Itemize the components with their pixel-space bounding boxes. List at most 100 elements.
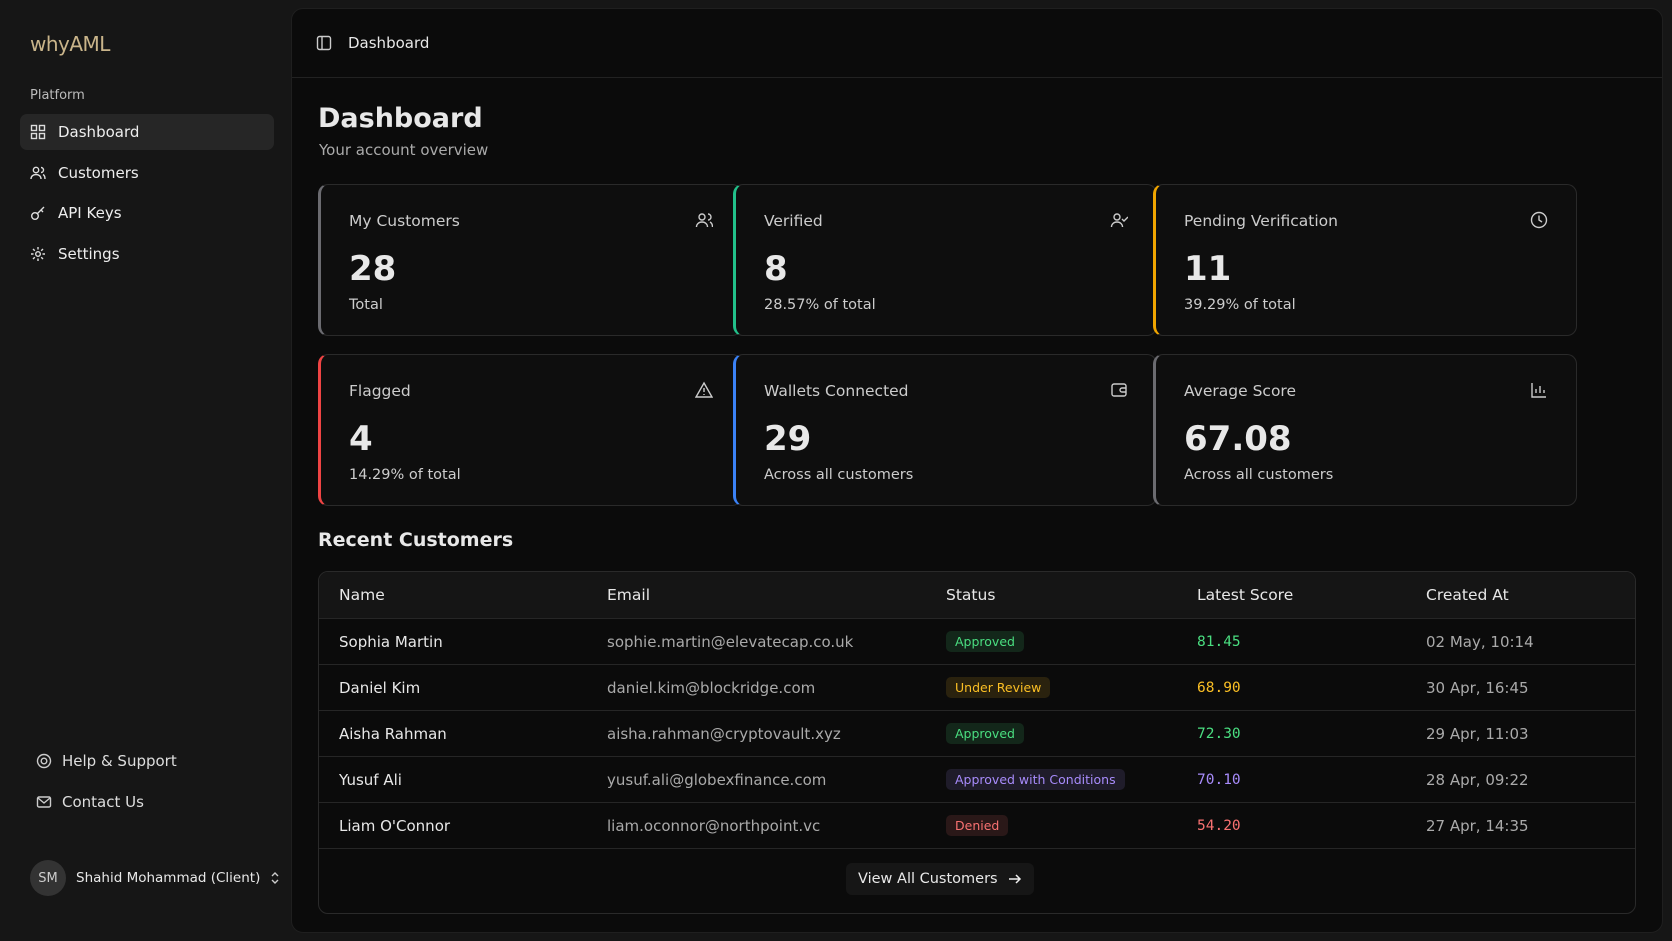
created-at: 29 Apr, 11:03 [1426, 724, 1529, 743]
status-badge: Denied [946, 815, 1009, 836]
stat-card: Average Score 67.08 Across all customers [1153, 354, 1577, 506]
nav-item[interactable]: Customers [20, 155, 274, 191]
latest-score: 54.20 [1197, 817, 1241, 834]
status-badge: Approved [946, 631, 1024, 652]
customer-email: aisha.rahman@cryptovault.xyz [607, 724, 841, 743]
status-badge: Approved [946, 723, 1024, 744]
status-cell: Approved with Conditions [946, 769, 1197, 790]
user-menu[interactable]: SM Shahid Mohammad (Client) [30, 860, 280, 896]
customer-email: yusuf.ali@globexfinance.com [607, 770, 827, 789]
card-icon [1110, 213, 1128, 228]
user-name: Shahid Mohammad (Client) [76, 870, 261, 886]
card-icon [1530, 211, 1548, 229]
card-label: My Customers [349, 212, 460, 230]
card-note: 28.57% of total [764, 297, 876, 313]
customer-name: Liam O'Connor [339, 816, 451, 835]
table-row[interactable]: Sophia Martin sophie.martin@elevatecap.co… [319, 619, 1635, 665]
status-cell: Denied [946, 815, 1197, 836]
customer-name: Daniel Kim [339, 678, 421, 697]
card-icon [1531, 383, 1546, 398]
logo: whyAML [30, 32, 110, 56]
column-header: Email [607, 586, 651, 604]
card-value: 28 [349, 249, 397, 289]
card-note: Across all customers [764, 467, 914, 483]
customer-email: liam.oconnor@northpoint.vc [607, 816, 821, 835]
nav-label: Settings [58, 244, 120, 263]
page-subtitle: Your account overview [319, 141, 489, 159]
table-row[interactable]: Daniel Kim daniel.kim@blockridge.com Under… [319, 665, 1635, 711]
created-at: 02 May, 10:14 [1426, 632, 1534, 651]
customers-table: Name Email Status Latest Score Created At Sop… [318, 571, 1636, 914]
stat-card: Pending Verification 11 39.29% of total [1153, 184, 1577, 336]
customer-name: Sophia Martin [339, 632, 443, 651]
customer-email: sophie.martin@elevatecap.co.uk [607, 632, 854, 651]
button-text: View All Customers [858, 871, 998, 887]
stat-card: My Customers 28 Total [318, 184, 742, 336]
section-label: Platform [30, 88, 85, 103]
nav-label: Customers [58, 163, 139, 182]
card-label: Wallets Connected [764, 382, 909, 400]
section-title: Recent Customers [318, 529, 514, 551]
created-at: 28 Apr, 09:22 [1426, 770, 1529, 789]
card-note: 39.29% of total [1184, 297, 1296, 313]
card-note: Total [349, 297, 383, 313]
card-label: Average Score [1184, 382, 1296, 400]
help-text: Help & Support [62, 752, 177, 770]
column-header: Created At [1426, 586, 1509, 604]
nav-label: API Keys [58, 204, 122, 222]
created-at: 30 Apr, 16:45 [1426, 678, 1529, 697]
status-cell: Approved [946, 631, 1197, 652]
status-badge: Approved with Conditions [946, 769, 1125, 790]
header: Dashboard [292, 9, 1662, 78]
nav-item[interactable]: Settings [20, 236, 274, 272]
customer-name: Yusuf Ali [339, 770, 402, 789]
status-cell: Under Review [946, 677, 1197, 698]
column-header: Name [339, 586, 385, 604]
stat-card: Verified 8 28.57% of total [733, 184, 1157, 336]
column-header: Status [946, 586, 996, 604]
latest-score: 72.30 [1197, 725, 1241, 742]
card-note: 14.29% of total [349, 467, 461, 483]
latest-score: 70.10 [1197, 771, 1241, 788]
status-cell: Approved [946, 723, 1197, 744]
card-label: Flagged [349, 382, 411, 400]
stat-card: Wallets Connected 29 Across all customers [733, 354, 1157, 506]
nav-item[interactable]: API Keys [20, 195, 274, 231]
card-note: Across all customers [1184, 467, 1334, 483]
breadcrumb: Dashboard [348, 34, 430, 52]
column-header: Latest Score [1197, 586, 1294, 604]
status-badge: Under Review [946, 677, 1051, 698]
card-icon [695, 213, 713, 228]
table-header: Name Email Status Latest Score Created At [319, 572, 1635, 619]
view-all-button[interactable]: View All Customers [846, 863, 1034, 895]
card-value: 29 [764, 419, 812, 459]
stat-card: Flagged 4 14.29% of total [318, 354, 742, 506]
sidebar: whyAML Platform Dashboard Customers API Ke… [0, 0, 291, 941]
nav-label: Dashboard [58, 123, 140, 141]
page-title: Dashboard [318, 103, 483, 134]
sidebar-toggle[interactable] [316, 35, 332, 51]
created-at: 27 Apr, 14:35 [1426, 816, 1529, 835]
card-icon [1111, 383, 1127, 397]
contact-text: Contact Us [62, 793, 144, 811]
latest-score: 68.90 [1197, 679, 1241, 696]
customer-email: daniel.kim@blockridge.com [607, 678, 816, 697]
main-panel: Dashboard Dashboard Your account overvie… [291, 8, 1663, 933]
card-value: 4 [349, 419, 373, 459]
nav-item[interactable]: Dashboard [20, 114, 274, 150]
table-row[interactable]: Liam O'Connor liam.oconnor@northpoint.vc D… [319, 803, 1635, 849]
help-link[interactable]: Help & Support [36, 752, 177, 770]
card-label: Pending Verification [1184, 212, 1338, 230]
latest-score: 81.45 [1197, 633, 1241, 650]
chevron [271, 872, 279, 884]
avatar: SM [30, 860, 66, 896]
card-value: 8 [764, 249, 788, 289]
table-row[interactable]: Yusuf Ali yusuf.ali@globexfinance.com Appr… [319, 757, 1635, 803]
customer-name: Aisha Rahman [339, 724, 447, 743]
card-label: Verified [764, 212, 823, 230]
card-icon [695, 381, 713, 398]
contact-link[interactable]: Contact Us [36, 793, 144, 811]
table-row[interactable]: Aisha Rahman aisha.rahman@cryptovault.xyz… [319, 711, 1635, 757]
card-value: 11 [1184, 249, 1232, 289]
